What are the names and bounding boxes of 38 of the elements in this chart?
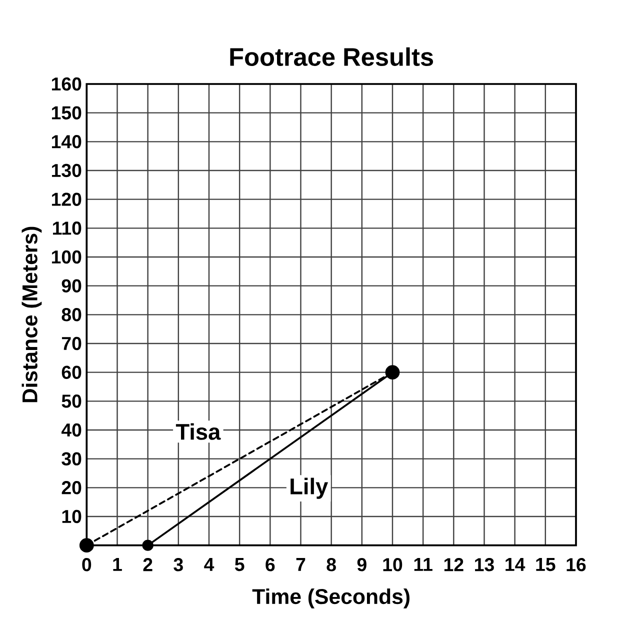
y-tick-label: 130 — [52, 164, 82, 178]
series-label: Tisa — [176, 423, 221, 440]
x-tick-label: 7 — [296, 558, 306, 571]
x-tick-label: 5 — [234, 558, 244, 572]
x-tick-label: 13 — [475, 558, 494, 572]
y-tick-label: 70 — [62, 336, 82, 350]
x-tick-label: 4 — [204, 558, 214, 571]
x-tick-label: 11 — [414, 558, 432, 571]
chart-title: Footrace Results — [230, 47, 434, 66]
x-tick-label: 15 — [536, 558, 556, 572]
x-tick-label: 1 — [113, 558, 122, 571]
x-tick-label: 0 — [82, 558, 92, 572]
y-tick-label: 100 — [52, 250, 82, 264]
y-tick-label: 30 — [62, 452, 82, 466]
y-tick-label: 150 — [52, 106, 82, 120]
y-tick-label: 10 — [62, 510, 82, 524]
y-axis-title: Distance (Meters) — [22, 226, 42, 402]
y-tick-label: 60 — [62, 366, 82, 379]
x-axis-title: Time (Seconds) — [252, 588, 410, 608]
x-tick-label: 10 — [383, 558, 402, 572]
x-tick-label: 6 — [266, 558, 275, 572]
x-tick-label: 8 — [326, 558, 336, 572]
x-tick-label: 2 — [143, 558, 152, 572]
x-tick-label: 12 — [444, 558, 464, 572]
y-tick-label: 140 — [52, 135, 82, 148]
x-tick-label: 3 — [174, 558, 183, 572]
y-tick-label: 110 — [53, 222, 82, 235]
series-label: Lily — [290, 478, 328, 499]
x-tick-label: 9 — [357, 558, 366, 572]
y-tick-label: 160 — [52, 77, 82, 91]
y-tick-label: 80 — [62, 308, 82, 322]
y-tick-label: 120 — [52, 192, 82, 206]
x-tick-label: 16 — [566, 558, 586, 572]
y-tick-label: 50 — [62, 394, 82, 408]
y-tick-label: 20 — [62, 481, 82, 494]
x-tick-label: 14 — [506, 558, 526, 571]
y-tick-label: 90 — [62, 279, 82, 292]
y-tick-label: 40 — [61, 423, 82, 437]
